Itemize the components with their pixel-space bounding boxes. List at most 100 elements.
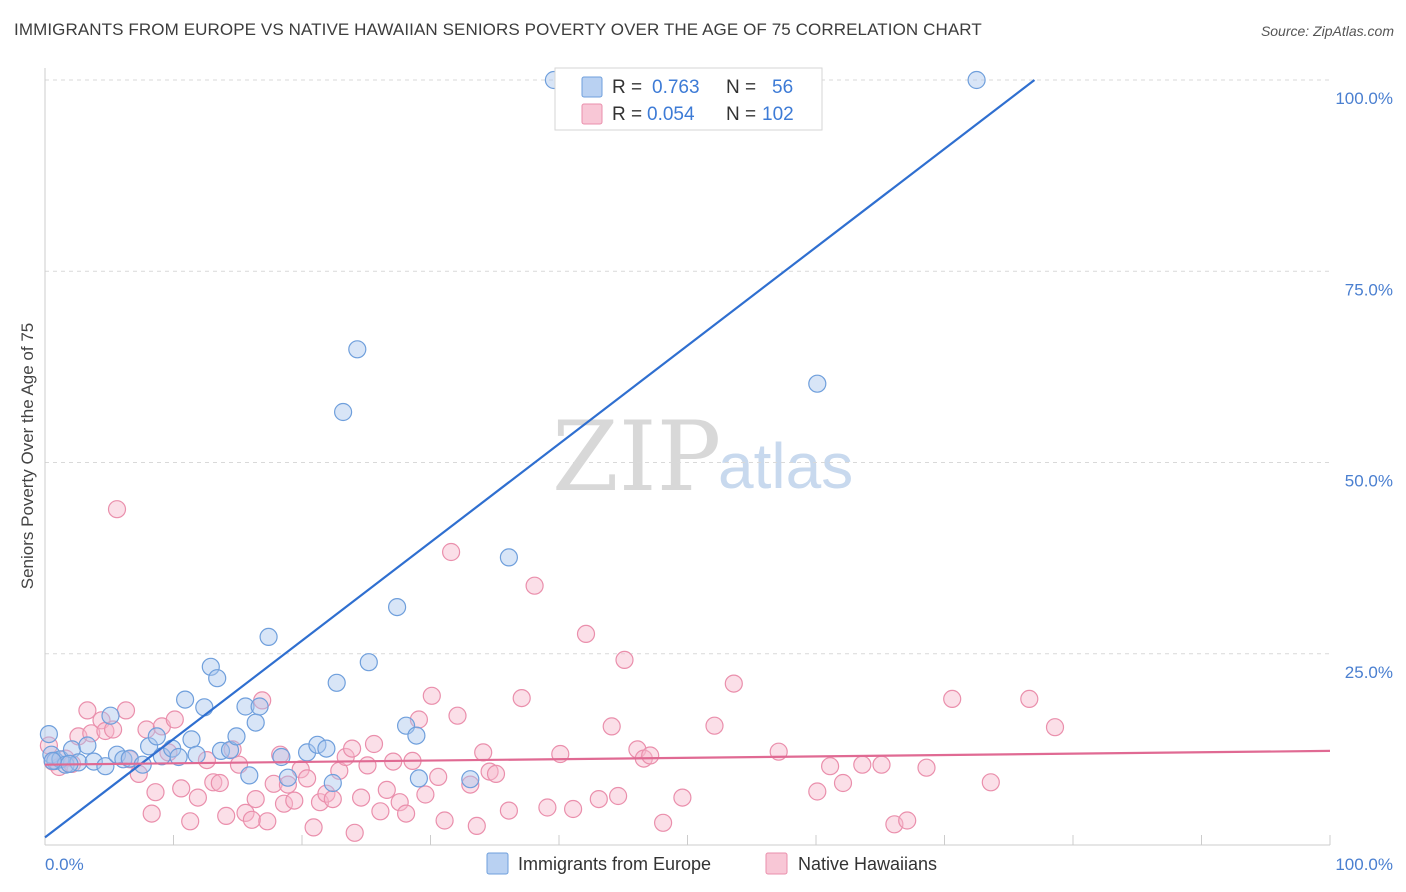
europe-point-29: [236, 697, 255, 716]
europe-point-20: [176, 690, 195, 709]
hawaiians-point-85: [653, 813, 673, 832]
europe-point-19: [169, 747, 188, 767]
watermark-zip: ZIP: [552, 401, 721, 513]
europe-point-42: [348, 340, 367, 359]
hawaiians-point-88: [724, 674, 743, 693]
hawaiians-point-50: [352, 788, 371, 807]
hawaiians-point-20: [165, 710, 184, 729]
europe-point-33: [259, 627, 278, 647]
hawaiians-point-48: [343, 739, 362, 758]
hawaiians-point-94: [872, 755, 891, 774]
europe-point-46: [407, 726, 426, 745]
europe-point-8: [84, 752, 103, 771]
hawaiians-point-22: [181, 812, 200, 831]
hawaiians-point-87: [705, 716, 724, 735]
hawaiians-point-56: [390, 793, 409, 812]
legend-swatch-hawaiians: [581, 103, 603, 125]
watermark: ZIP atlas: [552, 401, 853, 513]
source-label: Source: ZipAtlas.com: [1260, 23, 1394, 39]
hawaiians-point-81: [615, 650, 634, 670]
hawaiians-point-39: [285, 791, 304, 810]
europe-point-23: [195, 698, 214, 717]
hawaiians-point-52: [364, 734, 384, 754]
europe-point-30: [240, 766, 259, 785]
europe-point-32: [250, 697, 269, 716]
series-native-hawaiians: [39, 500, 1065, 842]
legend-n-label-1: N =: [726, 77, 756, 98]
hawaiians-point-100: [1020, 689, 1039, 709]
europe-point-44: [388, 597, 407, 617]
y-tick-label-100: 100.0%: [1335, 89, 1393, 108]
europe-point-21: [182, 730, 201, 749]
series-legend: Immigrants from Europe Native Hawaiians: [486, 852, 937, 875]
hawaiians-point-41: [298, 769, 317, 788]
hawaiians-point-65: [448, 706, 467, 725]
hawaiians-point-42: [304, 818, 323, 837]
hawaiians-point-76: [563, 799, 583, 819]
europe-point-53: [967, 70, 986, 90]
series-legend-label-europe: Immigrants from Europe: [518, 854, 711, 874]
hawaiians-point-6: [78, 701, 97, 720]
hawaiians-point-12: [116, 701, 136, 720]
trend-line-europe: [44, 79, 1036, 839]
hawaiians-point-27: [217, 806, 236, 826]
x-tick-marks: [44, 835, 1331, 845]
europe-point-41: [334, 402, 353, 422]
hawaiians-point-32: [246, 789, 265, 809]
legend-r-label-1: R =: [612, 77, 642, 98]
hawaiians-point-72: [512, 688, 531, 708]
hawaiians-point-97: [917, 758, 936, 777]
hawaiians-point-45: [323, 789, 342, 809]
y-axis-label: Seniors Poverty Over the Age of 75: [18, 323, 37, 589]
y-tick-label-50: 50.0%: [1345, 472, 1393, 491]
hawaiians-point-23: [188, 788, 207, 807]
europe-point-40: [327, 673, 346, 692]
hawaiians-point-101: [1045, 718, 1065, 737]
legend-r-label-2: R =: [612, 104, 642, 125]
hawaiians-point-62: [429, 767, 448, 787]
europe-point-22: [187, 745, 206, 764]
hawaiians-point-38: [278, 775, 297, 794]
hawaiians-point-24: [197, 750, 216, 770]
europe-point-48: [461, 770, 480, 789]
europe-point-24: [201, 657, 220, 676]
europe-point-31: [246, 713, 265, 732]
hawaiians-point-63: [435, 811, 454, 830]
legend-r-value-1: 0.763: [652, 77, 700, 98]
hawaiians-point-40: [291, 760, 310, 779]
hawaiians-point-70: [486, 764, 506, 784]
europe-point-28: [227, 727, 246, 746]
hawaiians-point-71: [499, 801, 518, 820]
hawaiians-point-84: [641, 746, 660, 765]
hawaiians-point-96: [898, 811, 917, 830]
trend-line-hawaiians: [44, 749, 1331, 766]
hawaiians-point-91: [820, 757, 840, 776]
hawaiians-point-92: [833, 773, 853, 793]
hawaiians-point-17: [146, 783, 165, 802]
europe-point-35: [278, 768, 297, 787]
europe-point-15: [140, 737, 159, 756]
hawaiians-point-77: [576, 624, 596, 644]
hawaiians-point-99: [981, 773, 1000, 792]
series-legend-label-hawaiians: Native Hawaiians: [798, 854, 937, 874]
hawaiians-point-93: [853, 755, 872, 774]
trend-lines: [44, 79, 1331, 839]
hawaiians-point-30: [236, 803, 255, 823]
y-tick-labels: 25.0% 50.0% 75.0% 100.0%: [1335, 89, 1393, 682]
x-tick-label-min: 0.0%: [45, 855, 84, 874]
grid-lines: [45, 79, 1330, 655]
hawaiians-point-11: [107, 500, 127, 519]
y-tick-label-25: 25.0%: [1345, 663, 1393, 682]
europe-point-16: [147, 727, 166, 746]
legend-n-value-1: 56: [772, 77, 793, 98]
hawaiians-point-10: [103, 720, 123, 739]
hawaiians-point-25: [204, 773, 223, 792]
europe-point-25: [208, 669, 227, 688]
hawaiians-point-61: [422, 686, 441, 705]
hawaiians-point-80: [608, 786, 628, 806]
hawaiians-point-79: [602, 717, 621, 736]
hawaiians-point-49: [345, 823, 364, 842]
europe-point-37: [308, 735, 327, 754]
europe-point-6: [69, 753, 88, 772]
